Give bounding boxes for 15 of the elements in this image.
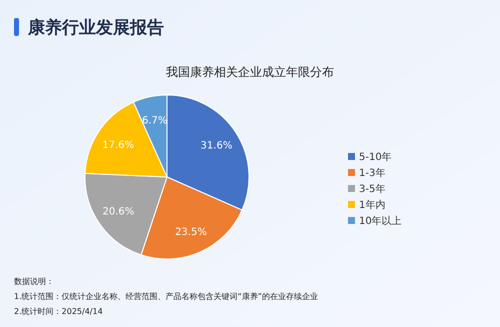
text: 数据说明： bbox=[14, 277, 54, 286]
text: 2.统计时间：2025/4/14 bbox=[14, 307, 103, 316]
text: 1.统计范围：仅统计企业名称、经营范围、产品名称包含关键词“康养”的在业存续企业 bbox=[14, 292, 318, 301]
legend-label: 5-10年 bbox=[359, 151, 392, 163]
legend-label: 1年内 bbox=[359, 199, 386, 211]
legend-label: 1-3年 bbox=[359, 167, 386, 179]
data-label: 17.6% bbox=[102, 140, 134, 151]
data-label: 20.6% bbox=[102, 206, 134, 218]
data-label: 6.7% bbox=[142, 115, 168, 126]
chart-title: 康养行业发展报告 bbox=[27, 18, 164, 38]
legend-label: 3-5年 bbox=[359, 183, 386, 195]
data-label: 31.6% bbox=[200, 140, 232, 152]
data-label: 23.5% bbox=[175, 226, 207, 238]
chart-subtitle: 我国康养相关企业成立年限分布 bbox=[166, 65, 334, 79]
legend-label: 10年以上 bbox=[359, 215, 402, 227]
